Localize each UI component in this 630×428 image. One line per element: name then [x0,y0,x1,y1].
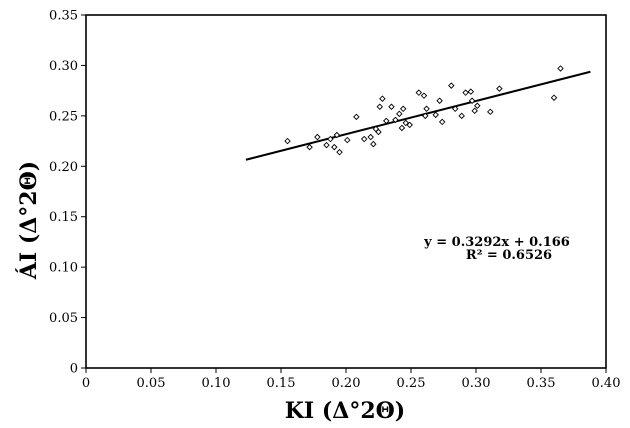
data-point [375,128,382,136]
data-point [284,137,291,145]
data-point [467,88,475,95]
r-squared-label: R² = 0.6526 [466,248,552,263]
data-point [392,116,399,124]
x-tick-label: 0.05 [137,376,166,391]
y-tick-label: 0.15 [49,210,78,225]
data-point [423,105,430,113]
y-axis-title: ÁI (Δ°2Θ) [15,161,42,280]
data-point [383,117,390,125]
data-point [379,95,386,102]
x-axis-title: KI (Δ°2Θ) [285,398,405,424]
x-tick-label: 0.35 [527,376,556,391]
data-point [333,131,341,139]
y-tick-label: 0.35 [49,9,78,24]
plot-area [85,14,607,369]
data-point [557,65,564,72]
y-tick-label: 0.10 [49,261,78,276]
data-point [550,94,558,101]
data-points [284,65,564,156]
data-point [422,112,429,120]
y-tick-label: 0.05 [49,311,78,326]
data-point [415,89,423,96]
data-point [331,143,338,151]
data-point [314,133,321,141]
data-point [306,143,313,151]
data-point [432,111,439,119]
data-point [402,119,410,127]
plot-border [85,14,607,369]
data-point [336,148,343,156]
data-point [353,113,360,121]
data-point [323,141,330,149]
x-tick-label: 0.20 [332,376,361,391]
trendline [245,70,591,161]
axis-ticks [81,14,607,373]
data-point [420,92,428,99]
data-point [462,89,469,96]
x-tick-label: 0.30 [462,376,491,391]
data-point [471,107,478,115]
data-point [398,124,406,132]
y-tick-label: 0.30 [49,59,78,74]
data-point [458,112,465,120]
data-point [451,105,459,113]
data-point [388,103,395,111]
data-point [327,135,334,143]
x-tick-label: 0.25 [397,376,426,391]
y-tick-label: 0 [70,362,78,377]
data-point [406,121,413,129]
data-point [496,85,503,92]
x-tick-label: 0.15 [267,376,296,391]
x-tick-label: 0.10 [202,376,231,391]
data-point [367,133,374,141]
x-tick-label: 0.40 [592,376,621,391]
regression-equation: y = 0.3292x + 0.166 [423,235,570,250]
y-tick-label: 0.20 [49,160,78,175]
trendline-group [245,70,591,161]
data-point [370,140,377,148]
data-point [438,118,446,126]
data-point [376,103,384,111]
y-tick-label: 0.25 [49,109,78,124]
data-point [468,97,476,104]
tick-labels: 0 0.05 0.10 0.15 0.20 0.25 0.30 0.35 0.40 0 0.05 0.… [49,9,620,392]
data-point [474,102,481,110]
data-point [436,97,443,104]
x-tick-label: 0 [82,376,90,391]
data-point [399,105,407,113]
data-point [344,136,351,144]
data-point [360,135,368,143]
data-point [487,108,494,116]
data-point [396,110,403,118]
data-point [448,82,455,89]
